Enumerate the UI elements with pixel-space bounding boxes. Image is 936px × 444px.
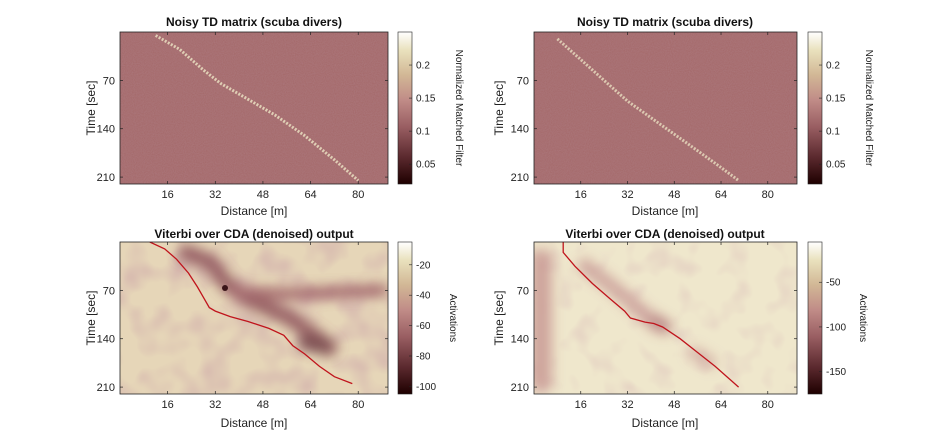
axes: 16 32 48 64 80 70 140 210	[97, 32, 388, 201]
axes: 16 32 48 64 80 70 140 210	[511, 242, 797, 411]
x-tick-label: 48	[257, 399, 269, 411]
colorbar-tick-label: -80	[416, 352, 431, 363]
x-axis-label: Distance [m]	[632, 204, 699, 218]
colorbar-tick-label: -50	[826, 278, 841, 289]
colorbar-label: Activations	[447, 294, 458, 342]
colorbar-tick-label: 0.15	[826, 94, 846, 105]
plot-frame	[533, 31, 798, 185]
colorbar: 0.05 0.1 0.15 0.2 Normalized Matched Filter	[397, 31, 464, 185]
y-tick-label: 70	[517, 75, 529, 87]
axes: 16 32 48 64 80 70 140 210	[97, 242, 388, 411]
plot-frame	[119, 31, 389, 185]
x-tick-label: 80	[762, 399, 774, 411]
chart-title: Noisy TD matrix (scuba divers)	[577, 15, 753, 29]
x-tick-label: 16	[162, 189, 174, 201]
x-tick-label: 32	[621, 189, 633, 201]
x-axis-label: Distance [m]	[221, 204, 288, 218]
plot-frame	[533, 241, 798, 395]
y-tick-label: 70	[103, 75, 115, 87]
chart-title: Noisy TD matrix (scuba divers)	[166, 15, 342, 29]
panel-bottom-left: Viterbi over CDA (denoised) output 16 32 4…	[84, 227, 458, 430]
x-tick-label: 64	[715, 399, 727, 411]
y-tick-label: 140	[97, 124, 115, 136]
y-tick-label: 140	[97, 334, 115, 346]
viterbi-path	[149, 242, 353, 385]
heatmap-area	[120, 32, 388, 184]
x-tick-label: 48	[668, 189, 680, 201]
colorbar-tick-label: -60	[416, 321, 431, 332]
y-axis-label: Time [sec]	[84, 291, 98, 346]
x-tick-label: 32	[209, 189, 221, 201]
y-tick-label: 210	[97, 172, 115, 184]
x-tick-label: 32	[621, 399, 633, 411]
diver-track-signature	[556, 37, 740, 182]
heatmap-area	[534, 32, 797, 184]
x-tick-label: 32	[209, 399, 221, 411]
x-tick-label: 64	[304, 399, 316, 411]
colorbar-tick-label: 0.2	[826, 61, 840, 72]
heatmap-area	[120, 242, 388, 394]
viterbi-path	[562, 242, 740, 388]
diver-track-signature	[154, 34, 360, 182]
x-tick-label: 80	[762, 189, 774, 201]
y-tick-label: 140	[511, 334, 529, 346]
x-tick-label: 48	[668, 399, 680, 411]
chart-title: Viterbi over CDA (denoised) output	[154, 227, 353, 241]
axes: 16 32 48 64 80 70 140 210	[511, 32, 797, 201]
colorbar: 0.05 0.1 0.15 0.2 Normalized Matched Filter	[807, 31, 874, 185]
colorbar-tick-label: 0.05	[826, 160, 846, 171]
colorbar-tick-label: -100	[416, 382, 436, 393]
colorbar-label: Normalized Matched Filter	[863, 50, 874, 167]
x-tick-label: 80	[352, 189, 364, 201]
panel-bottom-right: Viterbi over CDA (denoised) output 16 32 4…	[492, 227, 868, 430]
colorbar-tick-label: -20	[416, 260, 431, 271]
y-tick-label: 140	[511, 124, 529, 136]
panel-top-left: Noisy TD matrix (scuba divers) 16 32 48 64 8…	[84, 15, 464, 218]
colorbar: -50 -100 -150 Activations	[807, 241, 868, 395]
colorbar-tick-label: 0.05	[416, 160, 436, 171]
colorbar-label: Activations	[857, 294, 868, 342]
colorbar-tick-label: 0.1	[416, 127, 430, 138]
colorbar-tick-label: 0.15	[416, 94, 436, 105]
x-axis-label: Distance [m]	[632, 416, 699, 430]
x-tick-label: 64	[715, 189, 727, 201]
x-tick-label: 64	[304, 189, 316, 201]
y-tick-label: 210	[511, 172, 529, 184]
colorbar-tick-label: -150	[826, 367, 846, 378]
plot-frame	[119, 241, 389, 395]
y-tick-label: 210	[511, 382, 529, 394]
y-tick-label: 210	[97, 382, 115, 394]
colorbar-tick-label: -40	[416, 291, 431, 302]
colorbar: -20 -40 -60 -80 -100 Activations	[397, 241, 458, 395]
x-tick-label: 48	[257, 189, 269, 201]
heatmap-area	[534, 242, 797, 394]
x-tick-label: 16	[575, 189, 587, 201]
panel-top-right: Noisy TD matrix (scuba divers) 16 32 48 64 8…	[492, 15, 874, 218]
chart-title: Viterbi over CDA (denoised) output	[565, 227, 764, 241]
y-tick-label: 70	[103, 285, 115, 297]
y-tick-label: 70	[517, 285, 529, 297]
x-axis-label: Distance [m]	[221, 416, 288, 430]
x-tick-label: 16	[575, 399, 587, 411]
colorbar-label: Normalized Matched Filter	[453, 50, 464, 167]
x-tick-label: 80	[352, 399, 364, 411]
y-axis-label: Time [sec]	[492, 291, 506, 346]
x-tick-label: 16	[162, 399, 174, 411]
y-axis-label: Time [sec]	[84, 81, 98, 136]
colorbar-tick-label: 0.1	[826, 127, 840, 138]
y-axis-label: Time [sec]	[492, 81, 506, 136]
colorbar-tick-label: 0.2	[416, 61, 430, 72]
colorbar-tick-label: -100	[826, 322, 846, 333]
